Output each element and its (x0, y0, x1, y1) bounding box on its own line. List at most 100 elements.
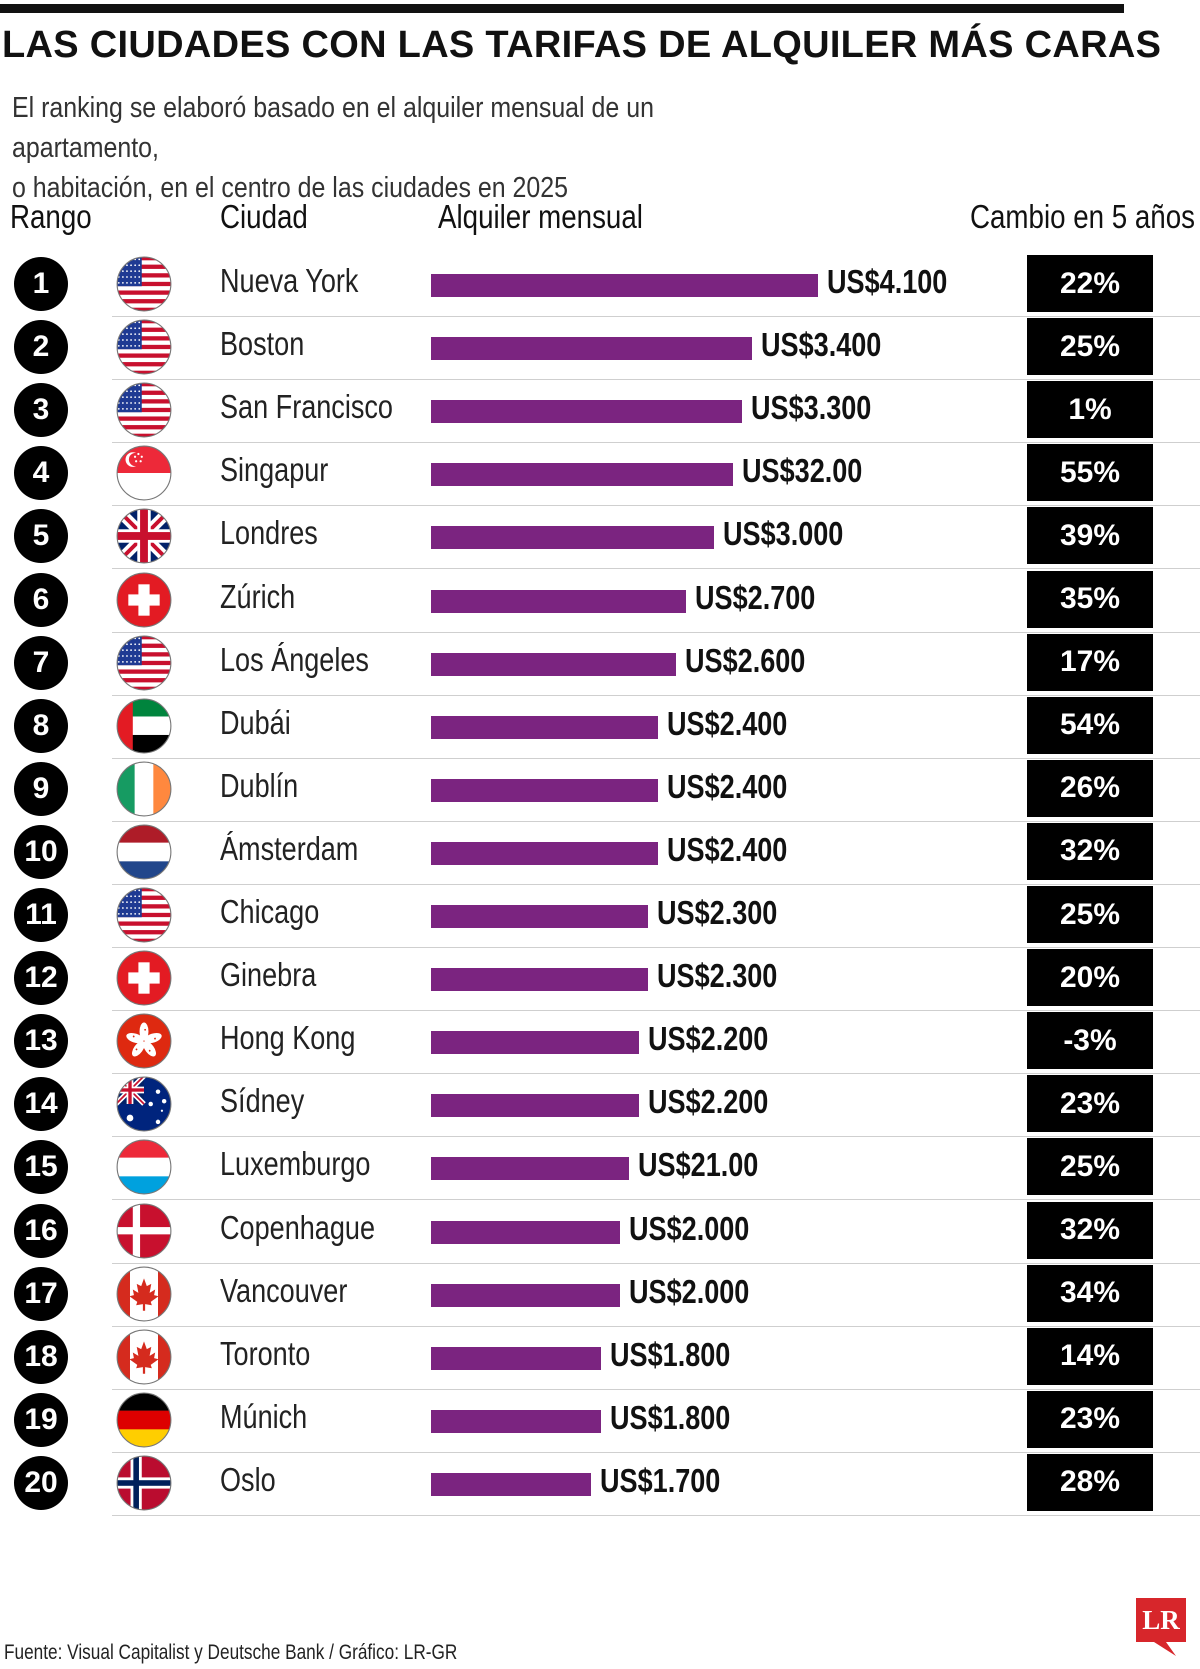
table-row: 3 San Francisco US$3.300 1% (0, 376, 1200, 444)
rank-badge: 9 (14, 761, 68, 816)
row-separator (112, 694, 1200, 696)
row-separator (112, 505, 1200, 507)
rent-value-label: US$3.300 (751, 389, 872, 427)
table-row: 6 Zúrich US$2.700 35% (0, 566, 1200, 633)
column-header-city: Ciudad (220, 198, 308, 235)
table-row: 12 Ginebra US$2.300 20% (0, 944, 1200, 1012)
table-row: 13 Hong Kong US$2.200 -3% (0, 1007, 1200, 1075)
table-row: 19 Múnich US$1.800 23% (0, 1386, 1200, 1453)
row-separator (112, 883, 1200, 885)
change-badge: 25% (1027, 886, 1153, 943)
change-badge: 32% (1027, 822, 1153, 880)
rent-value-label: US$3.400 (760, 326, 882, 364)
change-badge: 35% (1027, 570, 1153, 628)
rent-value-label: US$21.00 (638, 1146, 759, 1184)
city-name: Nueva York (220, 262, 359, 299)
usa-flag-icon (116, 887, 172, 943)
rank-badge: 17 (14, 1266, 68, 1321)
rent-bar (431, 841, 658, 865)
rank-badge: 7 (14, 635, 68, 690)
rent-bar (431, 1220, 620, 1244)
rank-badge: 18 (14, 1329, 68, 1384)
rank-badge: 5 (14, 509, 68, 564)
rent-value-label: US$2.200 (647, 1083, 769, 1121)
rent-bar (431, 274, 818, 297)
table-row: 18 Toronto US$1.800 14% (0, 1323, 1200, 1390)
table-row: 10 Ámsterdam US$2.400 32% (0, 818, 1200, 885)
rent-value-label: US$1.800 (609, 1398, 731, 1436)
table-row: 4 Singapur US$32.00 55% (0, 439, 1200, 507)
city-name: Zúrich (220, 577, 296, 615)
rent-value-label: US$4.100 (827, 263, 948, 300)
column-header-change: Cambio en 5 años (970, 198, 1195, 235)
rent-bar (431, 400, 743, 424)
table-row: 16 Copenhague US$2.000 32% (0, 1197, 1200, 1264)
table-row: 14 Sídney US$2.200 23% (0, 1070, 1200, 1138)
usa-flag-icon (116, 382, 172, 438)
netherlands-flag-icon (116, 824, 172, 880)
denmark-flag-icon (116, 1203, 172, 1259)
singapore-flag-icon (116, 445, 172, 501)
city-name: Ginebra (220, 956, 317, 994)
rank-badge: 12 (14, 951, 68, 1006)
row-separator (112, 820, 1200, 822)
row-separator (112, 442, 1200, 444)
chart-title: LAS CIUDADES CON LAS TARIFAS DE ALQUILER… (2, 24, 1162, 66)
usa-flag-icon (116, 256, 172, 312)
change-badge: 32% (1027, 1201, 1153, 1259)
change-badge: 23% (1027, 1390, 1153, 1448)
city-name: Múnich (220, 1397, 308, 1435)
city-name: Dublín (220, 766, 299, 804)
change-badge: 14% (1027, 1327, 1153, 1385)
luxembourg-flag-icon (116, 1139, 172, 1195)
change-badge: -3% (1027, 1012, 1153, 1070)
city-name: Ámsterdam (220, 829, 359, 867)
rank-badge: 14 (14, 1077, 68, 1132)
switzerland-flag-icon (116, 572, 172, 628)
row-separator (112, 1325, 1200, 1327)
table-row: 7 Los Ángeles US$2.600 17% (0, 629, 1200, 696)
hong-kong-flag-icon (116, 1013, 172, 1069)
germany-flag-icon (116, 1392, 172, 1448)
rank-badge: 20 (14, 1455, 68, 1510)
change-badge: 17% (1027, 633, 1153, 691)
rent-bar (431, 1031, 639, 1055)
rank-badge: 2 (14, 320, 68, 375)
change-badge: 34% (1027, 1264, 1153, 1322)
australia-flag-icon (116, 1076, 172, 1132)
rent-value-label: US$2.300 (657, 894, 778, 931)
rank-badge: 3 (14, 383, 68, 438)
rent-value-label: US$32.00 (742, 452, 863, 490)
row-separator (112, 316, 1200, 317)
table-row: 5 Londres US$3.000 39% (0, 502, 1200, 570)
row-separator (112, 631, 1200, 633)
city-name: Sídney (220, 1082, 305, 1120)
ireland-flag-icon (116, 761, 172, 817)
city-name: Oslo (220, 1460, 276, 1498)
city-name: Los Ángeles (220, 640, 369, 678)
city-name: Londres (220, 514, 318, 552)
change-badge: 25% (1027, 318, 1153, 376)
change-badge: 54% (1027, 696, 1153, 754)
rank-badge: 6 (14, 572, 68, 627)
canada-flag-icon (116, 1266, 172, 1322)
city-name: Singapur (220, 451, 329, 489)
rank-badge: 11 (14, 888, 68, 942)
table-row: 20 Oslo US$1.700 28% (0, 1449, 1200, 1516)
rent-value-label: US$2.000 (628, 1209, 750, 1247)
rent-value-label: US$2.200 (647, 1020, 769, 1058)
usa-flag-icon (116, 635, 172, 691)
row-separator (112, 568, 1200, 570)
rank-badge: 13 (14, 1014, 68, 1069)
rent-value-label: US$2.400 (666, 767, 787, 805)
change-badge: 20% (1027, 949, 1153, 1007)
table-row: 9 Dublín US$2.400 26% (0, 755, 1200, 822)
change-badge: 1% (1027, 381, 1153, 439)
column-header-rent: Alquiler mensual (438, 198, 643, 235)
rent-bar (431, 652, 677, 676)
column-header-rank: Rango (10, 198, 92, 235)
rent-bar (431, 1472, 592, 1496)
city-name: Vancouver (220, 1271, 348, 1309)
uae-flag-icon (116, 698, 172, 754)
table-row: 11 Chicago US$2.300 25% (0, 881, 1200, 948)
